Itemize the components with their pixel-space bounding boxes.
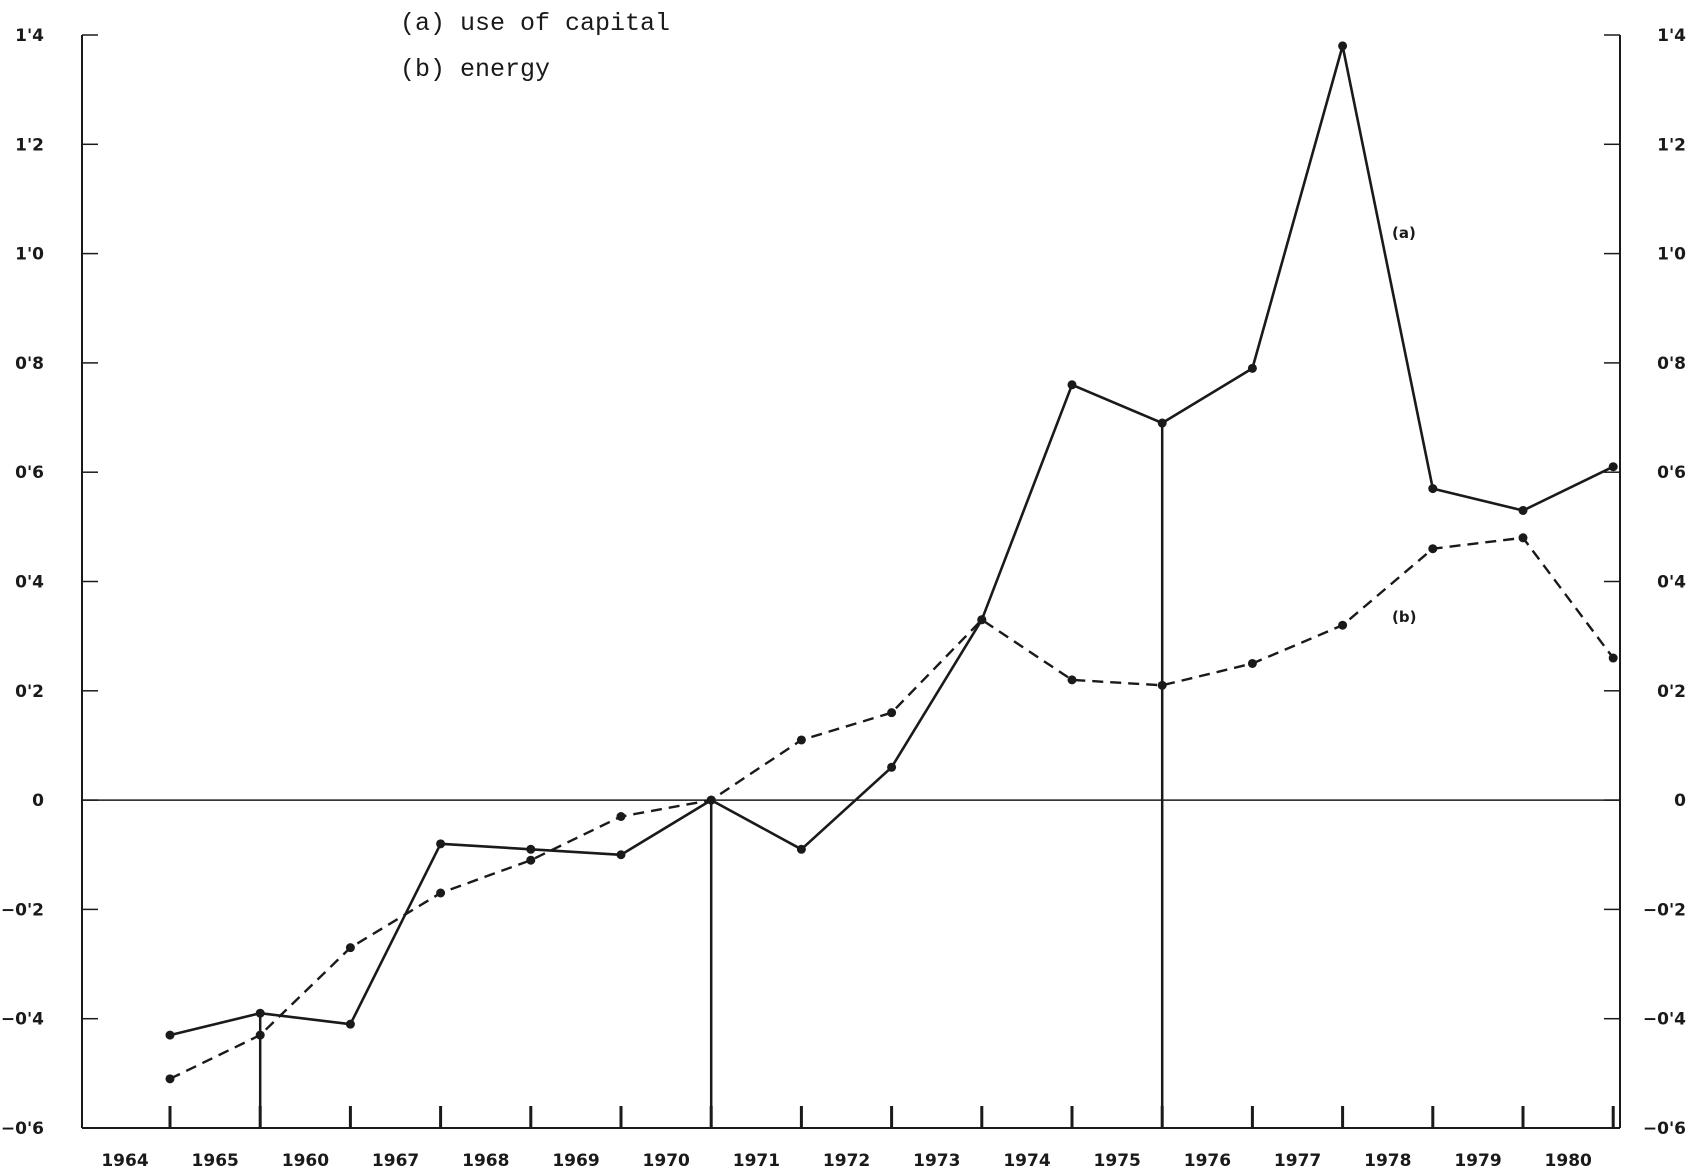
data-point-b bbox=[345, 943, 355, 953]
y-tick-label-left: 0'8 bbox=[15, 354, 44, 374]
x-tick-label: 1977 bbox=[1274, 1151, 1321, 1171]
series-line-b bbox=[169, 536, 1615, 1080]
data-point-a bbox=[345, 1019, 355, 1029]
y-tick-label-right: −0'2 bbox=[1643, 900, 1686, 920]
y-tick-label-right: 0'2 bbox=[1657, 682, 1686, 702]
data-point-b bbox=[1067, 675, 1077, 685]
x-tick-label: 1969 bbox=[552, 1151, 599, 1171]
legend-entry-b: (b) energy bbox=[400, 55, 550, 84]
x-tick-label: 1972 bbox=[823, 1151, 870, 1171]
data-point-b bbox=[1157, 680, 1167, 690]
y-tick-label-left: 0'4 bbox=[15, 573, 44, 593]
x-axis-ticks bbox=[168, 1106, 1615, 1128]
data-point-a bbox=[616, 850, 626, 860]
data-point-b bbox=[887, 708, 897, 718]
y-tick-label-left: 0 bbox=[32, 791, 44, 811]
x-tick-label: 1974 bbox=[1003, 1151, 1050, 1171]
y-tick-label-left: 1'4 bbox=[15, 26, 44, 46]
y-tick-label-right: 1'0 bbox=[1657, 245, 1686, 265]
y-tick-label-right: 0'8 bbox=[1657, 354, 1686, 374]
x-tick-label: 1978 bbox=[1364, 1151, 1411, 1171]
legend: (a) use of capital (b) energy bbox=[400, 9, 670, 84]
series-label-b: (b) bbox=[1392, 608, 1416, 626]
x-tick-label: 1964 bbox=[101, 1151, 148, 1171]
data-point-b bbox=[1428, 544, 1438, 554]
data-point-a bbox=[1608, 462, 1618, 472]
series-layer bbox=[165, 41, 1618, 1128]
data-point-a bbox=[526, 844, 536, 854]
x-tick-label: 1976 bbox=[1184, 1151, 1231, 1171]
data-point-a bbox=[1247, 363, 1257, 373]
y-tick-label-left: 0'2 bbox=[15, 682, 44, 702]
series-line-a bbox=[169, 44, 1614, 1037]
data-point-a bbox=[255, 1008, 265, 1018]
x-tick-label: 1960 bbox=[282, 1151, 329, 1171]
data-point-b bbox=[1608, 653, 1618, 663]
y-axis-right-labels: 1'4 1'2 1'0 0'8 0'6 0'4 0'2 0 −0'2 −0'4 −0'6 bbox=[1643, 26, 1686, 1139]
x-tick-label: 1968 bbox=[462, 1151, 509, 1171]
y-tick-label-right: −0'4 bbox=[1643, 1010, 1686, 1030]
data-point-b bbox=[526, 855, 536, 865]
y-tick-label-right: 0'6 bbox=[1657, 463, 1686, 483]
series-label-a: (a) bbox=[1392, 224, 1416, 242]
x-tick-label: 1967 bbox=[372, 1151, 419, 1171]
data-point-a bbox=[796, 844, 806, 854]
data-point-a bbox=[436, 839, 446, 849]
y-tick-label-left: 0'6 bbox=[15, 463, 44, 483]
data-point-a bbox=[887, 762, 897, 772]
x-tick-label: 1973 bbox=[913, 1151, 960, 1171]
y-tick-label-left: −0'6 bbox=[1, 1119, 44, 1139]
y-tick-label-right: 0'4 bbox=[1657, 573, 1686, 593]
y-tick-label-left: 1'0 bbox=[15, 245, 44, 265]
y-axis-left-labels: 1'4 1'2 1'0 0'8 0'6 0'4 0'2 0 −0'2 −0'4 −0'6 bbox=[1, 26, 44, 1139]
data-point-a bbox=[1428, 484, 1438, 494]
data-point-a bbox=[1067, 380, 1077, 390]
axes bbox=[81, 34, 1621, 1129]
x-tick-label: 1980 bbox=[1545, 1151, 1592, 1171]
data-point-a bbox=[1518, 505, 1528, 515]
x-tick-label: 1975 bbox=[1094, 1151, 1141, 1171]
y-tick-label-left: −0'4 bbox=[1, 1010, 44, 1030]
y-tick-label-right: −0'6 bbox=[1643, 1119, 1686, 1139]
data-point-b bbox=[255, 1030, 265, 1040]
x-tick-label: 1971 bbox=[733, 1151, 780, 1171]
x-tick-label: 1965 bbox=[192, 1151, 239, 1171]
data-point-b bbox=[1247, 658, 1257, 668]
data-point-b bbox=[706, 795, 716, 805]
data-point-b bbox=[977, 615, 987, 625]
y-tick-label-right: 1'2 bbox=[1657, 135, 1686, 155]
y-tick-label-left: 1'2 bbox=[15, 135, 44, 155]
data-point-b bbox=[616, 811, 626, 821]
data-point-b bbox=[165, 1074, 175, 1084]
data-point-a bbox=[165, 1030, 175, 1040]
y-tick-label-right: 1'4 bbox=[1657, 26, 1686, 46]
data-point-a bbox=[1157, 418, 1167, 428]
x-tick-label: 1979 bbox=[1454, 1151, 1501, 1171]
data-point-b bbox=[1338, 620, 1348, 630]
y-tick-label-left: −0'2 bbox=[1, 900, 44, 920]
data-point-a bbox=[1338, 41, 1348, 51]
x-tick-label: 1970 bbox=[643, 1151, 690, 1171]
data-point-b bbox=[796, 735, 806, 745]
legend-entry-a: (a) use of capital bbox=[400, 9, 670, 38]
data-point-b bbox=[436, 888, 446, 898]
x-axis-labels: 1964 1965 1960 1967 1968 1969 1970 1971 1972 1973… bbox=[101, 1151, 1592, 1171]
data-point-b bbox=[1518, 533, 1528, 543]
y-tick-label-right: 0 bbox=[1674, 791, 1686, 811]
